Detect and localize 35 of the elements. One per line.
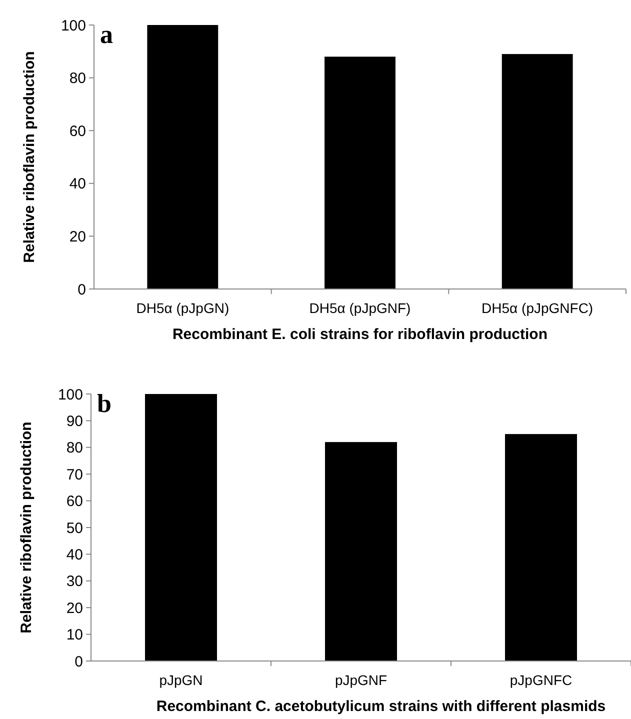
x-axis-title: Recombinant C. acetobutylicum strains with different plasmids [156,698,606,715]
y-tick-label: 20 [69,228,86,246]
y-tick-label: 100 [60,17,86,34]
bar [145,394,217,661]
chart-title: b [97,389,112,418]
x-tick-label: DH5α (pJpGNFC) [482,300,594,316]
y-tick-label: 60 [69,122,86,140]
x-tick-label: pJpGN [159,672,203,688]
bar [147,25,218,289]
y-tick-label: 80 [66,440,83,457]
y-tick-label: 100 [58,386,83,404]
bar [502,54,573,289]
y-tick-label: 50 [66,520,83,537]
bar [325,442,397,661]
x-tick-label: DH5α (pJpGN) [136,300,230,316]
y-tick-label: 0 [78,281,86,298]
y-tick-label: 40 [66,546,83,564]
y-tick-label: 30 [66,573,83,590]
y-tick-label: 80 [69,70,86,88]
chart-title: a [100,20,113,49]
x-tick-label: DH5α (pJpGNF) [309,300,411,316]
y-axis-title: Relative riboflavin production [21,51,38,263]
bar [505,434,577,661]
y-tick-label: 70 [66,466,83,484]
x-tick-label: pJpGNFC [510,672,572,688]
y-tick-label: 20 [66,600,83,617]
y-tick-label: 40 [69,176,86,193]
y-axis-title: Relative riboflavin production [18,422,35,634]
y-tick-label: 90 [66,412,83,430]
y-tick-label: 0 [74,653,83,670]
x-axis-title: Recombinant E. coli strains for riboflavin production [172,326,548,343]
x-tick-label: pJpGNF [334,672,388,688]
y-tick-label: 60 [66,493,83,510]
y-tick-label: 10 [66,626,83,644]
bar [324,56,396,289]
